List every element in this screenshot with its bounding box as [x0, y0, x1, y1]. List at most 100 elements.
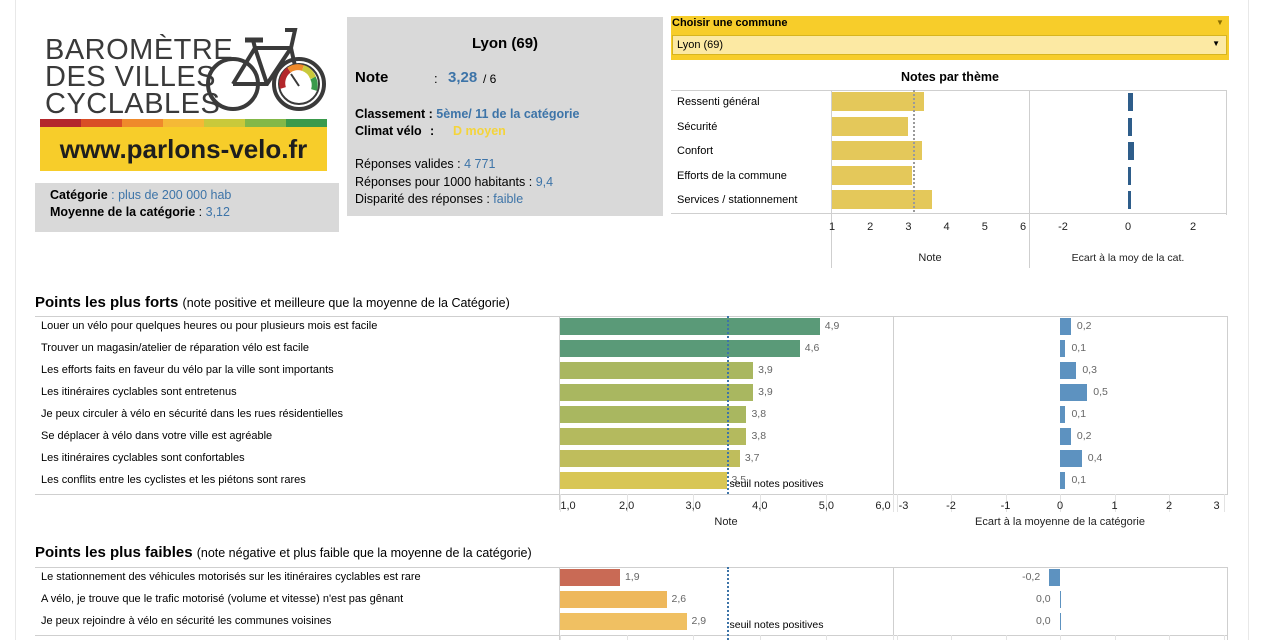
point-note-value: 3,8 [751, 430, 767, 442]
logo-line-2: DES VILLES [45, 61, 217, 93]
point-label: Les itinéraires cyclables sont entretenu… [41, 386, 237, 398]
point-ecart-value: 0,2 [1076, 430, 1092, 442]
theme-label: Sécurité [677, 120, 718, 133]
logo-stripe-segment [245, 119, 286, 127]
commune-select[interactable]: Lyon (69) ▼ [672, 35, 1227, 55]
themes-note-axis-line [831, 90, 832, 268]
ecart-tick: -1 [1000, 500, 1011, 512]
weak-points-heading: Points les plus faibles (note négative e… [35, 544, 532, 561]
note-axis-title: Note [714, 516, 738, 528]
ecart-axis-title: Ecart à la moyenne de la catégorie [975, 516, 1145, 528]
threshold-line [726, 316, 729, 494]
point-label: Louer un vélo pour quelques heures ou po… [41, 320, 378, 332]
theme-note-bar [832, 116, 908, 136]
category-average-label: Moyenne de la catégorie [50, 205, 196, 219]
points-right-rule [1227, 316, 1228, 494]
valid-responses-value: 4 771 [464, 157, 496, 171]
strong-points-title: Points les plus forts [35, 294, 179, 311]
logo-stripe-segment [163, 119, 204, 127]
point-note-value: 4,9 [824, 320, 840, 332]
point-label: Les efforts faits en faveur du vélo par … [41, 364, 334, 376]
ecart-gridline [951, 494, 952, 512]
point-note-value: 2,6 [671, 593, 687, 605]
theme-label: Efforts de la commune [677, 169, 787, 182]
point-note-bar [560, 384, 754, 401]
rank-value: 5ème/ 11 de la catégorie [436, 107, 580, 121]
point-label: Les conflits entre les cyclistes et les … [41, 474, 306, 486]
themes-note-tick: 3 [905, 221, 912, 233]
theme-ecart-bar [1128, 166, 1131, 185]
ecart-gridline [1223, 635, 1225, 640]
point-ecart-value: 0,2 [1076, 320, 1092, 332]
climate-value: D moyen [453, 124, 506, 138]
point-label: Je peux circuler à vélo en sécurité dans… [41, 408, 344, 420]
point-ecart-value: 0,4 [1087, 452, 1103, 464]
themes-ecart-axis-title: Ecart à la moy de la cat. [1071, 252, 1185, 264]
point-note-value: 3,5 [731, 474, 747, 486]
logo-stripe-segment [40, 119, 81, 127]
point-label: Trouver un magasin/atelier de réparation… [41, 342, 310, 354]
point-label: Je peux rejoindre à vélo en sécurité les… [41, 615, 332, 627]
points-ecart-axis-line [893, 316, 894, 510]
note-tick: 3,0 [685, 500, 701, 512]
chevron-down-icon[interactable]: ▼ [1212, 39, 1220, 48]
theme-note-bar [832, 190, 933, 209]
logo-color-stripe [40, 119, 327, 127]
point-note-bar [560, 591, 667, 608]
note-gridline [626, 635, 628, 640]
points-right-rule [1227, 567, 1228, 640]
point-label: A vélo, je trouve que le trafic motorisé… [41, 593, 404, 605]
theme-label: Services / stationnement [677, 194, 798, 206]
themes-title: Notes par thème [901, 70, 999, 84]
logo-stripe-segment [286, 119, 327, 127]
point-note-bar [560, 613, 687, 630]
point-ecart-bar [1060, 472, 1066, 489]
climate-label: Climat vélo [355, 124, 422, 138]
theme-ecart-bar [1128, 93, 1133, 111]
theme-note-bar [832, 92, 925, 111]
point-ecart-bar [1049, 569, 1060, 586]
weak-points-title: Points les plus faibles [35, 544, 193, 561]
threshold-label: seuil notes positives [729, 478, 824, 490]
point-ecart-value: 0,1 [1071, 474, 1087, 486]
ecart-gridline [1005, 635, 1007, 640]
point-note-bar [560, 472, 727, 489]
valid-responses-label: Réponses valides : [355, 157, 461, 171]
ecart-gridline [1169, 635, 1170, 640]
category-value: plus de 200 000 hab [118, 188, 232, 202]
note-tick: 2,0 [618, 500, 635, 512]
ecart-gridline [1060, 635, 1061, 640]
note-gridline [759, 494, 761, 512]
themes-note-tick: 5 [981, 221, 988, 233]
point-note-bar [560, 318, 820, 335]
point-ecart-bar [1060, 428, 1071, 445]
note-tick: 5,0 [818, 500, 835, 512]
point-ecart-value: 0,1 [1071, 408, 1087, 420]
ecart-gridline [896, 494, 898, 512]
point-ecart-value: -0,2 [1022, 571, 1041, 583]
themes-ecart-axis-line [1029, 90, 1030, 268]
point-ecart-bar [1060, 340, 1066, 357]
note-tick: 1,0 [560, 500, 576, 512]
theme-label: Ressenti général [677, 96, 760, 108]
themes-note-axis-title: Note [918, 252, 942, 264]
rank-label: Classement : [355, 107, 433, 121]
themes-note-tick: 1 [828, 221, 836, 233]
website-url[interactable]: www.parlons-velo.fr [40, 127, 327, 171]
point-note-bar [560, 406, 747, 423]
panel-chevron-down-icon[interactable]: ▼ [1216, 18, 1224, 27]
logo-line-1: BAROMÈTRE [45, 34, 234, 66]
bicycle-icon [206, 28, 326, 111]
point-ecart-bar [1060, 591, 1061, 608]
ecart-tick: -3 [898, 500, 909, 512]
threshold-line [726, 567, 729, 640]
commune-selector-panel: Choisir une commune ▼ Lyon (69) ▼ [671, 16, 1229, 60]
theme-note-bar [832, 141, 922, 160]
note-value: 3,28 [448, 69, 478, 86]
note-max: / 6 [483, 72, 497, 86]
note-gridline [693, 494, 695, 512]
climate-colon: : [430, 124, 435, 138]
point-note-bar [560, 340, 800, 357]
disparity-value: faible [493, 192, 524, 206]
points-ecart-axis-line [893, 567, 894, 640]
